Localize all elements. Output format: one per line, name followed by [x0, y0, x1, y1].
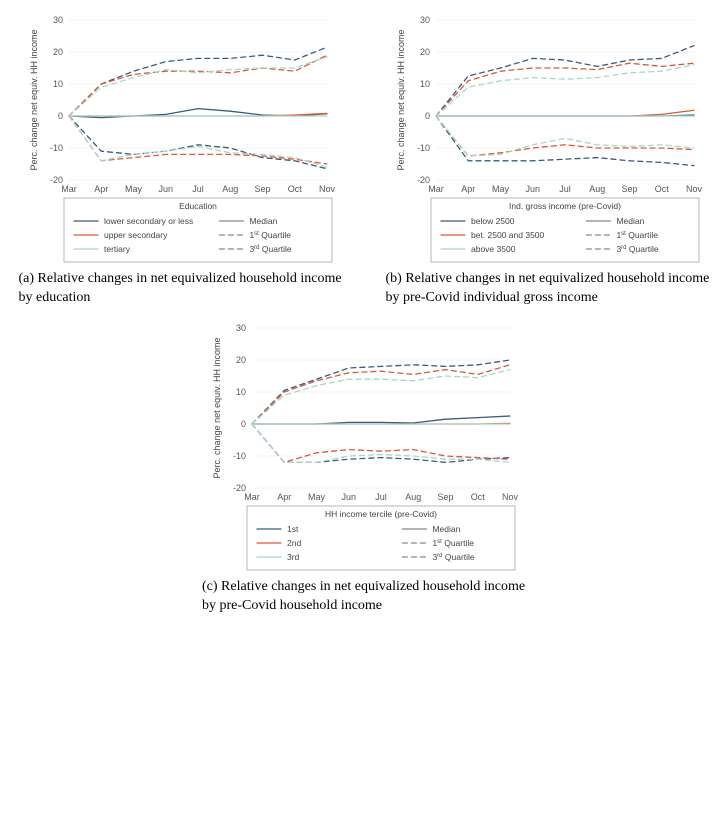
- svg-text:Perc. change net equiv. HH inc: Perc. change net equiv. HH income: [29, 30, 39, 171]
- svg-text:above 3500: above 3500: [471, 244, 516, 254]
- svg-text:Jul: Jul: [375, 492, 387, 502]
- svg-text:May: May: [124, 184, 142, 194]
- figure-grid: -20-100102030MarAprMayJunJulAugSepOctNov…: [10, 10, 714, 616]
- svg-text:Perc. change net equiv. HH inc: Perc. change net equiv. HH income: [396, 30, 406, 171]
- svg-text:Ind. gross income (pre-Covid): Ind. gross income (pre-Covid): [509, 201, 621, 211]
- svg-text:May: May: [491, 184, 509, 194]
- svg-text:2nd: 2nd: [287, 538, 301, 548]
- svg-text:-10: -10: [233, 451, 246, 461]
- svg-text:Jul: Jul: [192, 184, 204, 194]
- svg-text:Median: Median: [616, 216, 644, 226]
- svg-text:30: 30: [52, 15, 62, 25]
- svg-text:Apr: Apr: [94, 184, 108, 194]
- svg-text:0: 0: [241, 419, 246, 429]
- svg-text:Jun: Jun: [525, 184, 540, 194]
- svg-text:Median: Median: [432, 524, 460, 534]
- svg-text:Jun: Jun: [341, 492, 356, 502]
- svg-text:upper secondary: upper secondary: [104, 230, 168, 240]
- svg-text:Sep: Sep: [254, 184, 270, 194]
- svg-text:tertiary: tertiary: [104, 244, 131, 254]
- svg-text:bet. 2500 and 3500: bet. 2500 and 3500: [471, 230, 545, 240]
- svg-text:Aug: Aug: [405, 492, 421, 502]
- svg-text:10: 10: [419, 79, 429, 89]
- svg-text:Oct: Oct: [654, 184, 669, 194]
- svg-text:3rd: 3rd: [287, 552, 300, 562]
- panel-a: -20-100102030MarAprMayJunJulAugSepOctNov…: [10, 10, 357, 308]
- svg-text:30: 30: [236, 323, 246, 333]
- svg-text:Mar: Mar: [244, 492, 260, 502]
- chart-c: -20-100102030MarAprMayJunJulAugSepOctNov…: [202, 318, 532, 578]
- caption-b-label: (b): [386, 271, 402, 286]
- caption-c: (c) Relative changes in net equivalized …: [202, 578, 532, 616]
- svg-text:Nov: Nov: [502, 492, 519, 502]
- svg-text:1st Quartile: 1st Quartile: [616, 230, 658, 240]
- svg-text:Nov: Nov: [685, 184, 702, 194]
- svg-text:May: May: [308, 492, 326, 502]
- panel-b: -20-100102030MarAprMayJunJulAugSepOctNov…: [377, 10, 714, 308]
- caption-c-label: (c): [202, 579, 218, 594]
- svg-text:HH income tercile (pre-Covid): HH income tercile (pre-Covid): [325, 509, 437, 519]
- svg-text:20: 20: [236, 355, 246, 365]
- svg-text:0: 0: [424, 111, 429, 121]
- caption-b: (b) Relative changes in net equivalized …: [386, 270, 714, 308]
- svg-text:3rd Quartile: 3rd Quartile: [432, 552, 474, 562]
- chart-b: -20-100102030MarAprMayJunJulAugSepOctNov…: [386, 10, 714, 270]
- svg-text:30: 30: [419, 15, 429, 25]
- svg-text:Aug: Aug: [589, 184, 605, 194]
- caption-b-text: Relative changes in net equivalized hous…: [386, 271, 710, 305]
- panel-c: -20-100102030MarAprMayJunJulAugSepOctNov…: [10, 318, 714, 616]
- svg-text:Median: Median: [249, 216, 277, 226]
- svg-text:Sep: Sep: [621, 184, 637, 194]
- svg-text:Apr: Apr: [461, 184, 475, 194]
- chart-a: -20-100102030MarAprMayJunJulAugSepOctNov…: [19, 10, 349, 270]
- svg-text:0: 0: [57, 111, 62, 121]
- svg-text:20: 20: [52, 47, 62, 57]
- caption-a: (a) Relative changes in net equivalized …: [19, 270, 349, 308]
- svg-text:-10: -10: [49, 143, 62, 153]
- svg-text:Jun: Jun: [158, 184, 173, 194]
- svg-text:Aug: Aug: [222, 184, 238, 194]
- svg-text:Jul: Jul: [559, 184, 571, 194]
- svg-text:Perc. change net equiv. HH inc: Perc. change net equiv. HH income: [212, 337, 222, 478]
- svg-text:10: 10: [236, 387, 246, 397]
- svg-text:1st Quartile: 1st Quartile: [432, 538, 474, 548]
- svg-text:Nov: Nov: [318, 184, 335, 194]
- svg-text:Sep: Sep: [437, 492, 453, 502]
- svg-text:Apr: Apr: [277, 492, 291, 502]
- svg-text:20: 20: [419, 47, 429, 57]
- svg-text:below 2500: below 2500: [471, 216, 515, 226]
- caption-c-text: Relative changes in net equivalized hous…: [202, 579, 525, 613]
- svg-text:10: 10: [52, 79, 62, 89]
- caption-a-label: (a): [19, 271, 35, 286]
- svg-text:1st: 1st: [287, 524, 299, 534]
- svg-text:lower secondary or less: lower secondary or less: [104, 216, 193, 226]
- svg-text:3rd Quartile: 3rd Quartile: [249, 244, 291, 254]
- svg-text:Oct: Oct: [287, 184, 302, 194]
- svg-text:Mar: Mar: [61, 184, 77, 194]
- svg-text:Mar: Mar: [428, 184, 444, 194]
- svg-text:Education: Education: [179, 201, 217, 211]
- svg-text:Oct: Oct: [471, 492, 486, 502]
- svg-text:1st Quartile: 1st Quartile: [249, 230, 291, 240]
- svg-text:-10: -10: [416, 143, 429, 153]
- svg-text:3rd Quartile: 3rd Quartile: [616, 244, 658, 254]
- caption-a-text: Relative changes in net equivalized hous…: [19, 271, 342, 305]
